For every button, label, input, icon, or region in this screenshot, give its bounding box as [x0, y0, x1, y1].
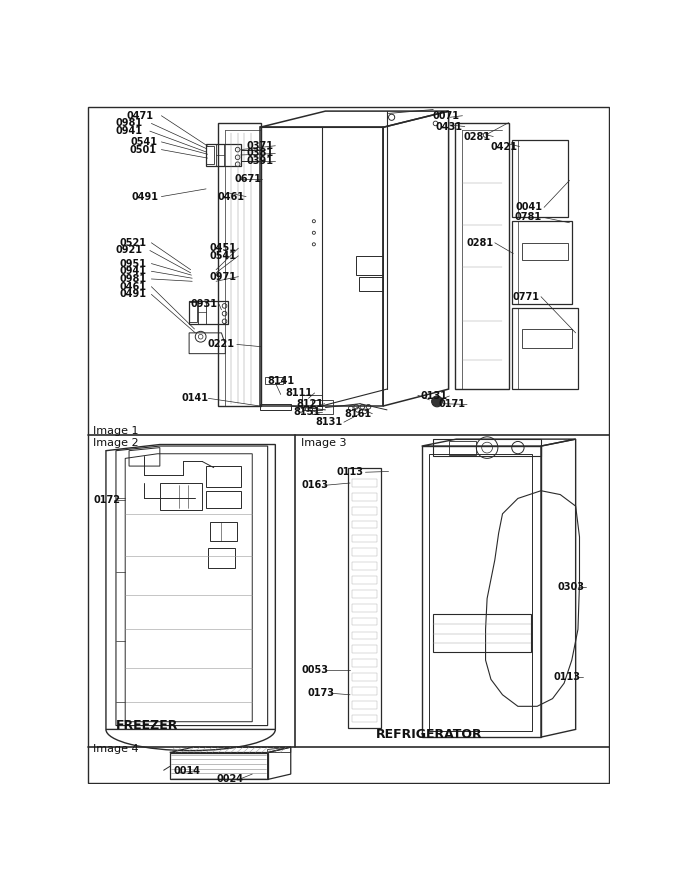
Text: 0371: 0371	[247, 141, 274, 151]
Text: 0951: 0951	[119, 258, 146, 269]
Circle shape	[432, 396, 443, 407]
Text: 8161: 8161	[344, 409, 371, 418]
Text: 0163: 0163	[301, 480, 328, 491]
Text: 0281: 0281	[464, 131, 491, 142]
Text: 0941: 0941	[119, 266, 146, 277]
Text: Image 2: Image 2	[93, 438, 139, 448]
Text: 0461: 0461	[218, 191, 245, 202]
Text: 0921: 0921	[116, 246, 143, 255]
Text: 0491: 0491	[131, 191, 158, 202]
Text: 0391: 0391	[247, 156, 274, 167]
Text: 0071: 0071	[432, 111, 460, 121]
Text: 0541: 0541	[131, 137, 158, 147]
Text: Image 3: Image 3	[301, 438, 346, 448]
Text: 0471: 0471	[126, 111, 154, 121]
Text: 0981: 0981	[119, 274, 146, 284]
Text: 0221: 0221	[207, 339, 235, 350]
Text: 0931: 0931	[190, 300, 218, 309]
Text: 0491: 0491	[119, 289, 146, 300]
Text: 0281: 0281	[466, 238, 494, 248]
Text: 0113: 0113	[337, 467, 364, 478]
Text: 8151: 8151	[293, 407, 320, 418]
Text: 0521: 0521	[119, 238, 146, 248]
Text: 8111: 8111	[286, 388, 313, 398]
Text: 0171: 0171	[439, 399, 466, 410]
Text: 8131: 8131	[316, 418, 343, 427]
Text: 0941: 0941	[116, 126, 143, 137]
Text: 0451: 0451	[210, 243, 237, 253]
Text: 0421: 0421	[490, 142, 517, 152]
Text: Image 1: Image 1	[93, 426, 138, 436]
Text: 0113: 0113	[554, 672, 580, 682]
Text: 0053: 0053	[301, 665, 328, 675]
Text: 0024: 0024	[216, 774, 243, 784]
Text: 0014: 0014	[173, 766, 201, 776]
Text: 8121: 8121	[296, 399, 323, 409]
Text: 0981: 0981	[116, 118, 143, 129]
Text: 0303: 0303	[558, 582, 585, 592]
Text: 0461: 0461	[119, 282, 146, 292]
Text: 0781: 0781	[515, 212, 542, 222]
Text: 0381: 0381	[247, 149, 274, 159]
Text: 0431: 0431	[435, 122, 462, 131]
Text: 0771: 0771	[513, 292, 539, 301]
Text: 0041: 0041	[515, 203, 543, 212]
Text: FREEZER: FREEZER	[116, 719, 178, 732]
Text: 8141: 8141	[267, 375, 294, 386]
Text: 0131: 0131	[421, 391, 448, 401]
Text: 0671: 0671	[235, 174, 262, 184]
Text: REFRIGERATOR: REFRIGERATOR	[375, 728, 482, 741]
Text: 0173: 0173	[307, 688, 335, 699]
Text: 0541: 0541	[210, 251, 237, 261]
Text: 0971: 0971	[210, 271, 237, 282]
Text: Image 4: Image 4	[93, 744, 139, 754]
Text: 0172: 0172	[94, 495, 120, 505]
Text: 0141: 0141	[182, 393, 208, 403]
Text: 0501: 0501	[129, 144, 156, 154]
